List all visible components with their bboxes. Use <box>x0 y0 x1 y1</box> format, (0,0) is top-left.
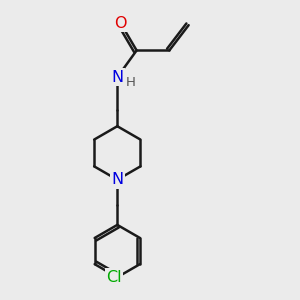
Text: O: O <box>114 16 127 31</box>
Text: Cl: Cl <box>106 270 122 285</box>
Text: H: H <box>126 76 136 89</box>
Text: N: N <box>111 172 123 187</box>
Text: N: N <box>111 70 123 85</box>
